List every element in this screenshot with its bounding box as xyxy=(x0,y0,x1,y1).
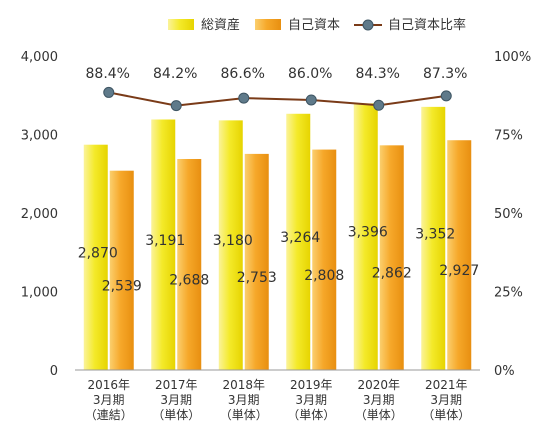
data-label-equity-2: 2,753 xyxy=(237,270,277,286)
y2-tick-label: 0% xyxy=(494,364,515,379)
legend-marker-ratio xyxy=(362,19,374,31)
ratio-marker-1 xyxy=(170,100,182,112)
y-tick-label: 4,000 xyxy=(21,50,58,65)
bar-equity-2 xyxy=(244,153,269,370)
data-label-total-assets-5: 3,352 xyxy=(415,226,455,242)
x-category-label: 2018年 3月期（単体） xyxy=(220,378,268,422)
bar-equity-4 xyxy=(379,145,404,370)
data-label-total-assets-1: 3,191 xyxy=(145,233,185,249)
data-label-total-assets-0: 2,870 xyxy=(78,245,118,261)
ratio-marker-4 xyxy=(373,99,385,111)
ratio-label-1: 84.2% xyxy=(153,66,197,82)
x-category-label: 2020年 3月期（単体） xyxy=(355,378,403,422)
y-tick-label: 2,000 xyxy=(21,207,58,222)
y2-tick-label: 100% xyxy=(494,50,531,65)
bar-total-assets-3 xyxy=(286,113,311,370)
data-label-equity-0: 2,539 xyxy=(102,278,142,294)
x-category-label: 2021年 3月期（単体） xyxy=(422,378,470,422)
data-label-total-assets-3: 3,264 xyxy=(280,230,320,246)
bar-equity-3 xyxy=(312,149,337,370)
ratio-line-layer: 88.4% 84.2% 86.6% 86.0% 84.3% 87.3% xyxy=(86,66,467,112)
legend-swatch-total-assets xyxy=(168,19,194,30)
x-category-label: 2017年 3月期（単体） xyxy=(152,378,200,422)
data-label-total-assets-4: 3,396 xyxy=(348,225,388,241)
y-tick-label: 3,000 xyxy=(21,129,58,144)
left-axis-ticks: 0 1,000 2,000 3,000 4,000 xyxy=(21,50,58,379)
bar-total-assets-0 xyxy=(83,144,108,370)
bar-total-assets-2 xyxy=(218,120,243,371)
ratio-label-3: 86.0% xyxy=(288,66,332,82)
y2-tick-label: 75% xyxy=(494,129,523,144)
legend-label-ratio: 自己資本比率 xyxy=(388,17,466,33)
bars-layer xyxy=(83,103,472,371)
bar-equity-5 xyxy=(447,140,472,370)
data-labels-layer: 2,870 3,191 3,180 3,264 3,396 3,352 2,539 2,688… xyxy=(78,225,480,295)
data-label-equity-4: 2,862 xyxy=(372,266,412,282)
ratio-label-4: 84.3% xyxy=(356,66,400,82)
bar-total-assets-5 xyxy=(421,106,446,371)
x-category-label: 2019年 3月期（単体） xyxy=(287,378,335,422)
y-tick-label: 1,000 xyxy=(21,286,58,301)
legend: 総資産 自己資本 自己資本比率 xyxy=(168,17,466,33)
ratio-marker-0 xyxy=(103,86,115,98)
y2-tick-label: 25% xyxy=(494,286,523,301)
y2-tick-label: 50% xyxy=(494,207,523,222)
bar-equity-1 xyxy=(177,158,202,370)
data-label-equity-1: 2,688 xyxy=(169,272,209,288)
x-axis-categories: 2016年 3月期（連結） 2017年 3月期（単体） 2018年 3月期（単体） 2019… xyxy=(85,378,471,422)
ratio-line xyxy=(108,91,447,107)
data-label-total-assets-2: 3,180 xyxy=(213,233,253,249)
legend-label-total-assets: 総資産 xyxy=(201,17,240,33)
y-tick-label: 0 xyxy=(50,364,58,379)
data-label-equity-5: 2,927 xyxy=(439,263,479,279)
data-label-equity-3: 2,808 xyxy=(304,268,344,284)
ratio-label-0: 88.4% xyxy=(86,66,130,82)
legend-label-equity: 自己資本 xyxy=(288,18,340,33)
bar-total-assets-4 xyxy=(353,103,378,370)
ratio-marker-3 xyxy=(305,94,317,106)
right-axis-ticks: 0% 25% 50% 75% 100% xyxy=(494,50,531,379)
legend-swatch-equity xyxy=(255,19,281,30)
ratio-marker-5 xyxy=(440,90,452,102)
ratio-marker-2 xyxy=(238,92,250,104)
ratio-label-5: 87.3% xyxy=(423,66,467,82)
bar-total-assets-1 xyxy=(151,119,176,370)
ratio-label-2: 86.6% xyxy=(221,66,265,82)
bar-equity-0 xyxy=(109,170,134,370)
x-category-label: 2016年 3月期（連結） xyxy=(85,378,133,422)
